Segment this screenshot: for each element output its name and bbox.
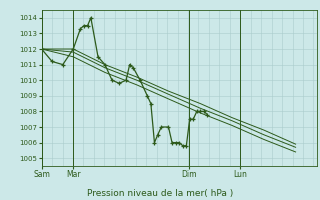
Text: Pression niveau de la mer( hPa ): Pression niveau de la mer( hPa ) [87,189,233,198]
